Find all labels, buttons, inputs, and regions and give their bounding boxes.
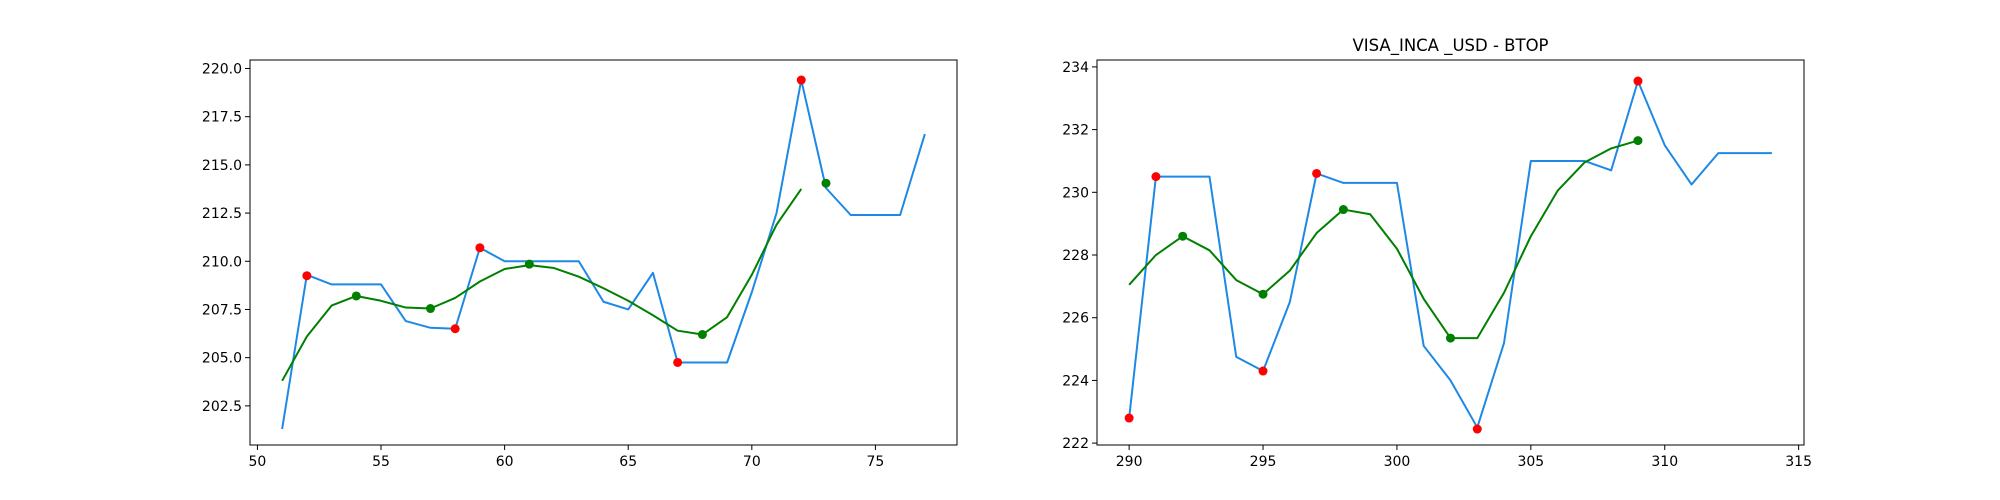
smooth_extrema-marker: [1446, 333, 1455, 343]
y-tick-label: 207.5: [202, 302, 242, 318]
x-tick-label: 305: [1517, 454, 1544, 470]
y-tick-label: 205.0: [202, 351, 242, 367]
price-line: [1128, 80, 1772, 429]
smooth_extrema-marker: [1633, 136, 1643, 146]
price-line: [281, 79, 926, 430]
x-tick-label: 65: [619, 454, 637, 470]
y-tick-label: 230: [1062, 185, 1089, 201]
max_min-marker: [1472, 424, 1482, 434]
y-tick-label: 210.0: [202, 254, 242, 270]
x-tick-label: 300: [1384, 454, 1411, 470]
chart-title: VISA_INCA _USD - BTOP: [1352, 36, 1548, 56]
y-tick-label: 228: [1062, 248, 1089, 264]
smooth_extrema-marker: [524, 259, 534, 269]
smooth_extrema-marker: [821, 178, 831, 188]
max_min-marker: [1633, 76, 1643, 86]
max_min-marker: [1124, 413, 1134, 423]
smooth_extrema-marker: [1338, 205, 1348, 215]
max_min-marker: [450, 324, 460, 334]
axes-frame: [1096, 59, 1805, 446]
x-tick-label: 60: [496, 454, 514, 470]
x-tick-label: 70: [743, 454, 761, 470]
y-tick-label: 232: [1062, 123, 1089, 139]
y-tick-label: 202.5: [202, 399, 242, 415]
max_min-marker: [673, 357, 683, 367]
x-tick-label: 290: [1116, 454, 1143, 470]
max_min-marker: [796, 75, 806, 85]
y-tick-label: 215.0: [202, 158, 242, 174]
max_min-marker: [302, 271, 312, 281]
x-tick-label: 310: [1651, 454, 1678, 470]
max_min-marker: [1258, 366, 1268, 376]
x-tick-label: 315: [1785, 454, 1812, 470]
y-tick-label: 217.5: [202, 110, 242, 126]
y-tick-label: 234: [1062, 60, 1089, 76]
max_min-marker: [1151, 172, 1161, 182]
smooth_extrema-marker: [697, 330, 707, 340]
y-tick-label: 226: [1062, 311, 1089, 327]
smooth-line: [281, 188, 803, 382]
y-tick-label: 222: [1062, 436, 1089, 452]
chart-panel-2: 290 295 300 305 310 315 222 224 226 228 230 232 234: [1062, 59, 1812, 470]
x-tick-label: 50: [249, 454, 267, 470]
axes-frame: [249, 59, 958, 446]
smooth_extrema-marker: [425, 304, 435, 314]
smooth_extrema-marker: [351, 291, 361, 301]
x-tick-label: 55: [372, 454, 390, 470]
x-tick-label: 295: [1250, 454, 1277, 470]
smooth-line: [1128, 139, 1639, 340]
max_min-marker: [475, 243, 485, 253]
smooth_extrema-marker: [1178, 231, 1188, 241]
smooth_extrema-marker: [1258, 289, 1268, 299]
max_min-marker: [1312, 168, 1322, 178]
chart-panel-1: 50 55 60 65 70 75 202.5 205.0 207.5 210.0 212.5 215…: [202, 59, 958, 470]
y-tick-label: 212.5: [202, 206, 242, 222]
y-tick-label: 224: [1062, 373, 1089, 389]
y-tick-label: 220.0: [202, 61, 242, 77]
x-tick-label: 75: [867, 454, 885, 470]
